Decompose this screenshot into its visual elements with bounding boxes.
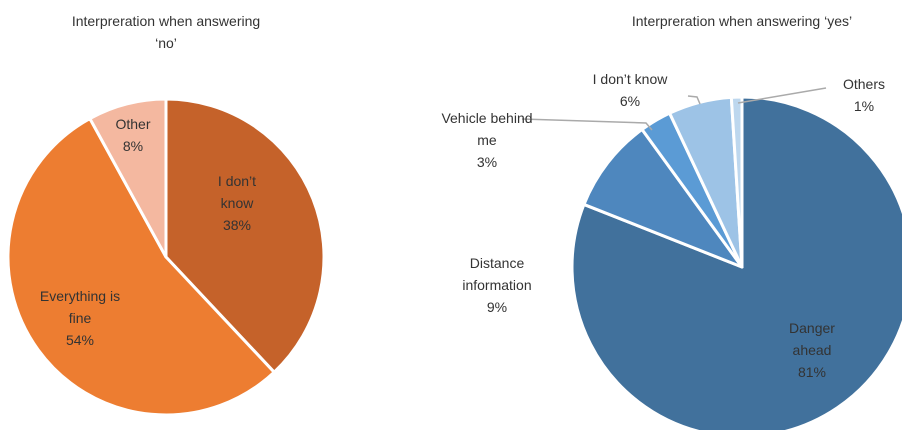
category-label: Distance information — [462, 255, 532, 293]
slice-label: Danger ahead 81% — [772, 317, 852, 383]
slice-label: Vehicle behind me 3% — [437, 107, 537, 173]
value-label: 81% — [797, 364, 827, 380]
value-label: 54% — [65, 332, 95, 348]
leader-line — [687, 95, 701, 105]
value-label: 8% — [122, 138, 144, 154]
category-label: Vehicle behind me — [441, 110, 533, 148]
category-label: I don’t know — [217, 173, 257, 211]
slice-label: I don’t know 38% — [202, 170, 272, 236]
leader-line — [737, 87, 827, 104]
slice-label: Others 1% — [829, 73, 899, 117]
value-label: 38% — [222, 217, 252, 233]
slice-label: Distance information 9% — [442, 252, 552, 318]
category-label: Everything is fine — [39, 288, 121, 326]
value-label: 9% — [486, 299, 508, 315]
chart-title: Interpreration when answering ‘yes’ — [631, 13, 853, 29]
pie-slice — [88, 97, 168, 259]
pie-slice — [729, 95, 744, 269]
category-label: I don’t know — [592, 71, 668, 87]
slice-label: Other 8% — [103, 113, 163, 157]
value-label: 1% — [853, 98, 875, 114]
category-label: Danger ahead — [789, 320, 835, 358]
pie-slice — [164, 97, 326, 374]
chart-title: Interpreration when answering ‘no’ — [71, 13, 261, 51]
pie-slice — [6, 117, 276, 417]
value-label: 6% — [619, 93, 641, 109]
slice-label: Everything is fine 54% — [30, 285, 130, 351]
pie-slice — [582, 127, 744, 269]
value-label: 3% — [476, 154, 498, 170]
leader-line — [521, 118, 653, 131]
leader-lines — [521, 87, 827, 131]
slice-label: I don’t know 6% — [575, 68, 685, 112]
category-label: Others — [842, 76, 885, 92]
category-label: Other — [115, 116, 151, 132]
pie-slice — [570, 95, 902, 430]
